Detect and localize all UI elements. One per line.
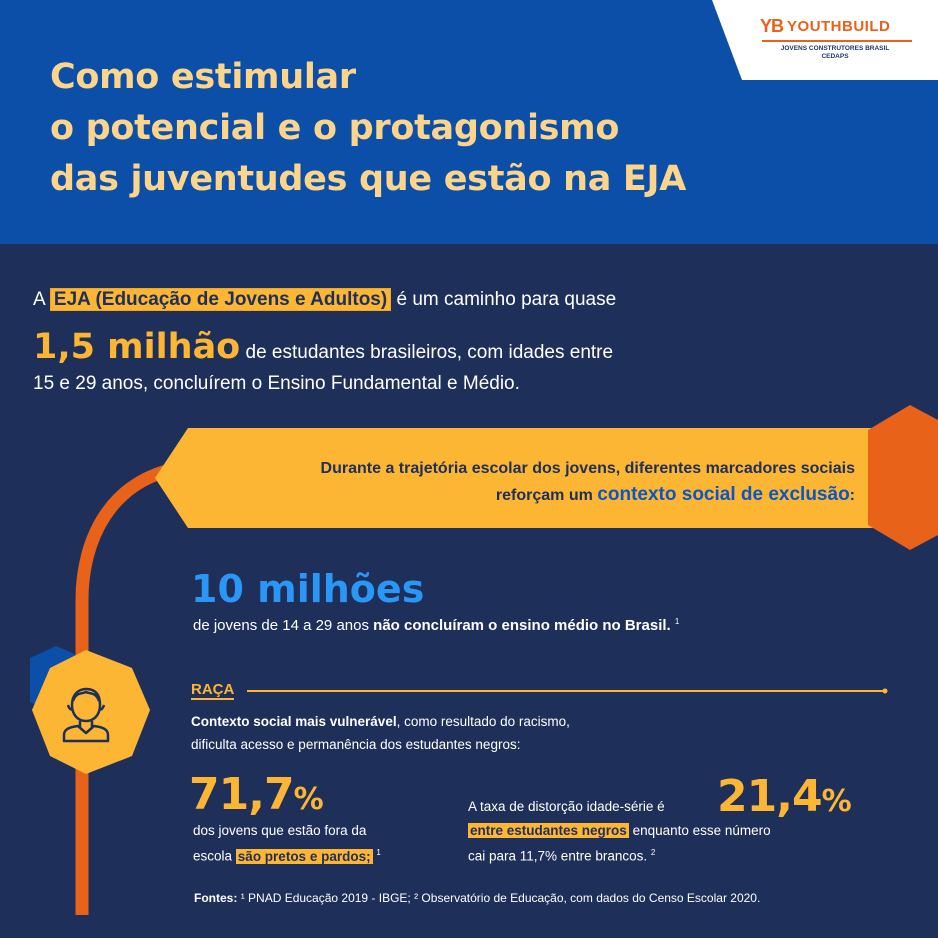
youthbuild-logo-icon: YB	[760, 16, 784, 36]
stat-prefix: escola	[193, 848, 233, 864]
big-number: 1,5 milhão	[33, 327, 241, 367]
intro-prefix: A	[33, 289, 45, 310]
stat-line: escola são pretos e pardos; 1	[193, 842, 381, 868]
stat-rest: cai para 11,7% entre brancos.	[468, 848, 648, 864]
raca-rest: , como resultado do racismo,	[396, 714, 570, 729]
ten-millions-text: de jovens de 14 a 29 anos não concluíram…	[193, 617, 679, 634]
stat-highlight: entre estudantes negros	[468, 823, 629, 838]
stat-line: cai para 11,7% entre brancos. 2	[468, 842, 771, 868]
raca-text: Contexto social mais vulnerável, como re…	[191, 710, 570, 756]
logo-subtitle: CEDAPS	[821, 53, 849, 60]
stat-value: 71,7	[189, 769, 295, 820]
stat-rest: enquanto esse número	[632, 823, 771, 838]
banner-line: Durante a trajetória escolar dos jovens,…	[320, 460, 855, 477]
stat-line: entre estudantes negros enquanto esse nú…	[468, 820, 771, 842]
stat-21-text: entre estudantes negros enquanto esse nú…	[468, 820, 771, 868]
title-line: Como estimular	[50, 57, 356, 97]
banner-accent: contexto social de exclusão	[597, 484, 850, 505]
logo-name: YOUTHBUILD	[787, 18, 891, 35]
stat-highlight: são pretos e pardos;	[235, 848, 373, 864]
raca-label: RAÇA	[191, 681, 235, 700]
orange-hexagon	[868, 405, 938, 550]
banner-text: Durante a trajetória escolar dos jovens,…	[190, 456, 855, 509]
title-line: o potencial e o protagonismo	[50, 108, 620, 148]
sources-label: Fontes:	[194, 891, 238, 905]
logo-subtitle: JOVENS CONSTRUTORES BRASIL	[780, 45, 890, 52]
stat-71-value: 71,7%	[189, 769, 324, 820]
banner-suffix: :	[849, 487, 855, 504]
yellow-hexagon	[32, 650, 150, 774]
page-title: Como estimular o potencial e o protagoni…	[50, 52, 686, 205]
stat-value: 21,4	[717, 771, 823, 822]
youthbuild-logo: YB YOUTHBUILD JOVENS CONSTRUTORES BRASIL…	[760, 16, 920, 61]
raca-line: Contexto social mais vulnerável, como re…	[191, 710, 570, 733]
stat-21-value: 21,4%	[717, 771, 852, 822]
banner-shape	[155, 428, 938, 528]
stat-line: dos jovens que estão fora da	[193, 823, 367, 838]
orange-path-line	[75, 461, 182, 915]
intro-text: de estudantes brasileiros, com idades en…	[245, 342, 614, 363]
title-line: das juventudes que estão na EJA	[50, 159, 687, 199]
sources-text: ¹ PNAD Educação 2019 - IBGE; ² Observató…	[240, 891, 761, 905]
student-avatar-icon	[62, 687, 110, 743]
intro-line-3: 15 e 29 anos, concluírem o Ensino Fundam…	[33, 373, 520, 394]
footnote: 1	[376, 848, 381, 857]
sources-note: Fontes: ¹ PNAD Educação 2019 - IBGE; ² O…	[194, 891, 760, 905]
footnote: 1	[674, 617, 680, 626]
ten-millions-number: 10 milhões	[191, 567, 425, 611]
eja-highlight: EJA (Educação de Jovens e Adultos)	[49, 288, 392, 311]
footnote: 2	[650, 848, 656, 857]
stat-unit: %	[821, 784, 852, 819]
intro-line-2: 1,5 milhão de estudantes brasileiros, co…	[33, 327, 613, 367]
stat-71-text: dos jovens que estão fora da escola são …	[193, 820, 381, 868]
stat-unit: %	[293, 782, 324, 817]
raca-bold: Contexto social mais vulnerável	[191, 714, 397, 729]
ten-text-bold: não concluíram o ensino médio no Brasil.	[373, 617, 671, 634]
intro-line-1: A EJA (Educação de Jovens e Adultos) é u…	[33, 288, 617, 311]
banner-prefix: reforçam um	[495, 487, 593, 504]
intro-text: é um caminho para quase	[396, 289, 617, 310]
stat-21-intro: A taxa de distorção idade-série é	[468, 799, 665, 814]
ten-text-prefix: de jovens de 14 a 29 anos	[193, 617, 369, 634]
banner-line: reforçam um contexto social de exclusão:	[190, 482, 855, 509]
raca-line: dificulta acesso e permanência dos estud…	[191, 737, 521, 752]
